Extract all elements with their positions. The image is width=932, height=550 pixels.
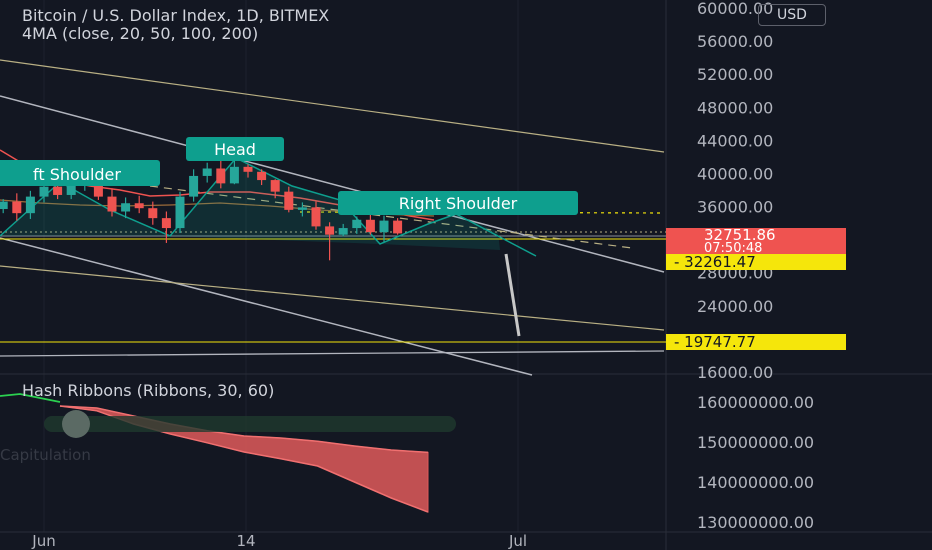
annotation-box bbox=[338, 191, 578, 215]
pattern-fill bbox=[0, 158, 500, 250]
capitulation-dot bbox=[62, 410, 90, 438]
time-tick-label: Jul bbox=[508, 532, 527, 550]
level-badge bbox=[666, 254, 846, 270]
price-tick-label: 52000.00 bbox=[697, 65, 773, 84]
candle-body bbox=[53, 186, 63, 195]
head-and-shoulders-pattern bbox=[0, 157, 537, 337]
candle-body bbox=[311, 207, 321, 227]
chart-title: Bitcoin / U.S. Dollar Index, 1D, BITMEX bbox=[22, 6, 330, 25]
candle-body bbox=[0, 201, 8, 210]
candle-body bbox=[365, 219, 375, 233]
price-tick-label: 56000.00 bbox=[697, 32, 773, 51]
pattern-outline bbox=[0, 157, 537, 257]
hash-tick-label: 150000000.00 bbox=[697, 433, 814, 452]
annotation-label: ft Shoulder bbox=[33, 165, 121, 184]
candle-body bbox=[202, 168, 212, 176]
candle-body bbox=[325, 226, 335, 235]
candle-body bbox=[66, 185, 76, 195]
hash-tick-label: 140000000.00 bbox=[697, 473, 814, 492]
price-tick-label: 60000.00 bbox=[697, 0, 773, 18]
hash-ribbons-label: Hash Ribbons (Ribbons, 30, 60) bbox=[22, 381, 275, 400]
candle-body bbox=[297, 207, 307, 210]
hash-green-segment bbox=[0, 393, 61, 403]
time-tick-label: 14 bbox=[236, 532, 255, 550]
annotation-label: Right Shoulder bbox=[399, 194, 518, 213]
candle-body bbox=[338, 228, 348, 235]
last-price-label: 32751.86 bbox=[704, 226, 776, 244]
bottom-guide-line bbox=[0, 350, 665, 357]
annotation-box bbox=[186, 137, 284, 161]
price-tick-label: 16000.00 bbox=[697, 363, 773, 382]
hash-tick-label: 130000000.00 bbox=[697, 513, 814, 532]
candle-body bbox=[39, 186, 49, 197]
hash-tick-label: 160000000.00 bbox=[697, 393, 814, 412]
candle-body bbox=[189, 175, 199, 197]
candle-body bbox=[216, 168, 226, 184]
candle-body bbox=[270, 180, 280, 192]
currency-button[interactable]: USD bbox=[758, 4, 826, 26]
trendlines bbox=[0, 59, 666, 376]
annotation-label: Head bbox=[214, 140, 256, 159]
candle-body bbox=[257, 171, 267, 181]
time-tick-label: Jun bbox=[31, 532, 55, 550]
lower-trendline bbox=[0, 265, 665, 331]
price-tick-label: 40000.00 bbox=[697, 164, 773, 183]
candle-body bbox=[175, 196, 185, 229]
candle-body bbox=[379, 220, 389, 233]
hash-ribbon-area bbox=[0, 393, 456, 513]
capitulation-watermark: Capitulation bbox=[0, 446, 91, 464]
candle-body bbox=[12, 201, 22, 214]
pattern-annotations: ft Shoulder Head Right Shoulder bbox=[0, 137, 578, 215]
indicator-label: 4MA (close, 20, 50, 100, 200) bbox=[22, 24, 259, 43]
level-badge bbox=[666, 334, 846, 350]
candle-body bbox=[93, 177, 103, 197]
price-axis: 60000.00 56000.00 52000.00 48000.00 44000.00… bbox=[31, 0, 846, 550]
projection-arrow bbox=[504, 253, 521, 337]
candle-body bbox=[284, 191, 294, 210]
countdown-label: 07:50:48 bbox=[704, 241, 762, 256]
candle-body bbox=[107, 196, 117, 212]
candle-body bbox=[148, 208, 158, 219]
candle-body bbox=[25, 196, 35, 214]
candle-body bbox=[352, 219, 362, 229]
candle-body bbox=[161, 218, 171, 229]
candle-body bbox=[229, 166, 239, 184]
last-price-badge bbox=[666, 228, 846, 254]
hash-ma30-line bbox=[59, 405, 429, 454]
upper-trendline bbox=[0, 59, 665, 153]
neckline-dashed bbox=[149, 185, 633, 249]
annotation-box bbox=[0, 160, 160, 186]
candlesticks bbox=[0, 157, 403, 261]
level-badge-label: - 32261.47 bbox=[674, 253, 756, 271]
channel-top-line bbox=[0, 95, 665, 273]
capitulation-band bbox=[44, 416, 456, 432]
price-tick-label: 36000.00 bbox=[697, 198, 773, 217]
price-tick-label: 48000.00 bbox=[697, 98, 773, 117]
candle-body bbox=[134, 203, 144, 209]
price-tick-label: 44000.00 bbox=[697, 131, 773, 150]
price-tick-label: 24000.00 bbox=[697, 297, 773, 316]
candle-body bbox=[243, 166, 253, 172]
level-badge-label: - 19747.77 bbox=[674, 333, 756, 351]
candle-body bbox=[393, 220, 403, 234]
candle-body bbox=[121, 203, 131, 212]
